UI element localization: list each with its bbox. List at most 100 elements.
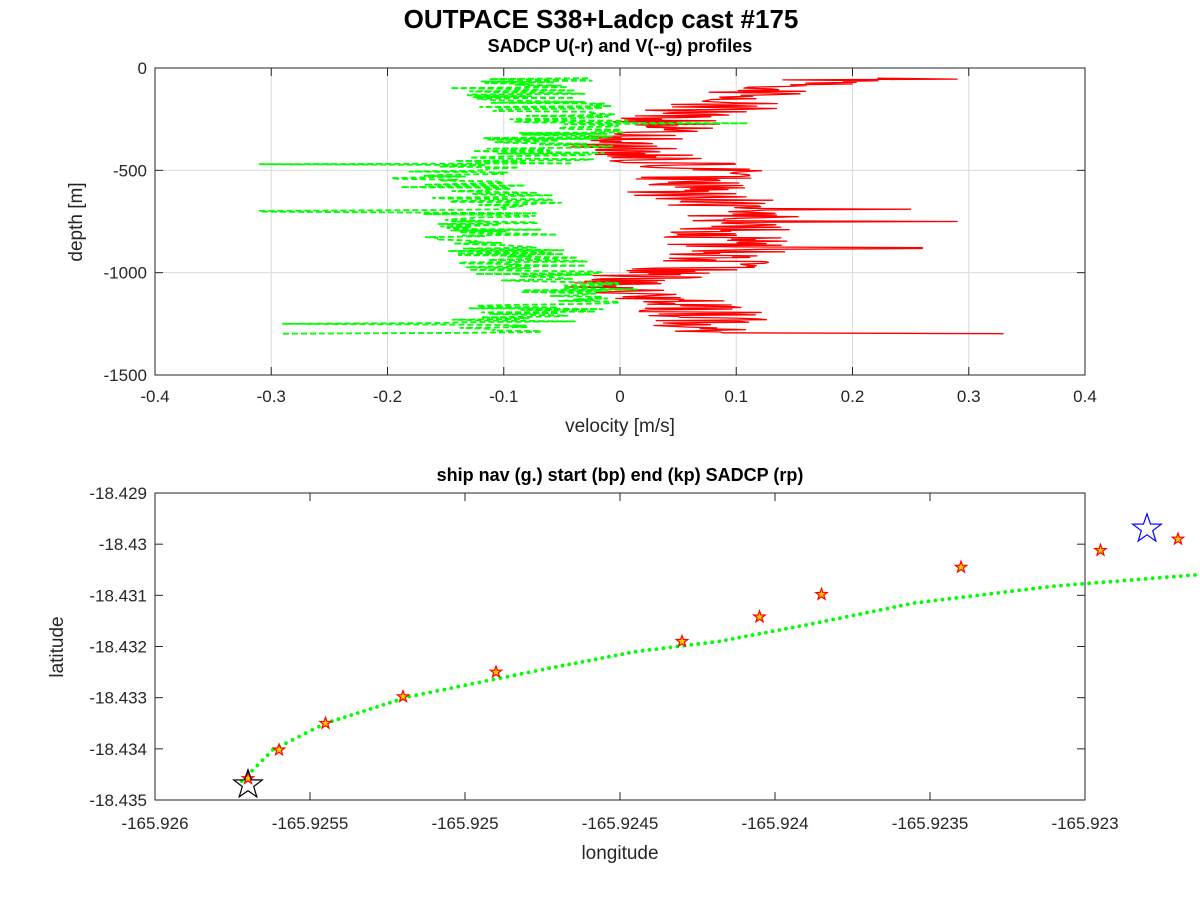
ship-nav-point xyxy=(297,734,301,739)
ship-nav-point xyxy=(1003,590,1008,594)
ship-nav-point xyxy=(342,715,347,719)
ship-nav-point xyxy=(871,609,876,614)
ship-nav-point xyxy=(414,693,419,698)
ship-nav-point xyxy=(381,702,386,707)
profile-x-tick-label: -0.4 xyxy=(140,387,169,406)
ship-nav-point xyxy=(940,597,945,602)
ship-nav-point xyxy=(730,637,735,641)
ship-nav-point xyxy=(1129,578,1134,582)
ship-nav-point xyxy=(689,642,694,647)
ship-nav-point xyxy=(804,623,808,627)
ship-nav-point xyxy=(989,591,994,596)
ship-nav-point xyxy=(463,683,468,688)
profile-y-tick-label: 0 xyxy=(138,59,147,78)
ship-nav-point xyxy=(1115,579,1120,583)
profile-x-tick-label: 0.4 xyxy=(1073,387,1097,406)
ship-nav-point xyxy=(547,666,551,671)
ship-nav-point xyxy=(764,630,768,635)
ship-nav-point xyxy=(865,610,869,615)
ship-nav-point xyxy=(1094,580,1099,585)
ship-nav-point xyxy=(777,628,782,632)
ship-nav-point xyxy=(1038,585,1042,590)
ship-nav-point xyxy=(912,601,917,605)
nav-x-tick-label: -165.9235 xyxy=(892,814,969,833)
nav-x-axis-label: longitude xyxy=(581,843,658,864)
end-star-marker xyxy=(231,767,265,799)
ship-nav-point xyxy=(996,591,1001,595)
ship-nav-point xyxy=(620,652,625,657)
ship-nav-point xyxy=(737,635,742,640)
ship-nav-point xyxy=(355,711,360,715)
ship-nav-point xyxy=(1136,577,1141,582)
ship-nav-point xyxy=(797,624,802,629)
ship-nav-point xyxy=(435,689,440,693)
ship-nav-point xyxy=(947,596,952,601)
profile-series-group xyxy=(258,77,1004,335)
ship-nav-point xyxy=(526,670,531,675)
ship-nav-point xyxy=(824,619,829,623)
nav-y-axis-label: latitude xyxy=(47,616,68,677)
ship-nav-point xyxy=(421,691,426,696)
sadcp-star-marker xyxy=(674,633,690,648)
ship-nav-point xyxy=(1164,575,1169,580)
ship-nav-point xyxy=(428,690,433,695)
ship-nav-point xyxy=(1052,584,1056,588)
ship-nav-point xyxy=(375,705,379,709)
ship-nav-point xyxy=(810,621,815,626)
ship-nav-point xyxy=(613,653,618,658)
ship-nav-point xyxy=(750,633,755,637)
ship-nav-point xyxy=(899,603,903,608)
profile-y-axis-label: depth [m] xyxy=(66,182,87,261)
ship-nav-point xyxy=(1087,581,1092,586)
nav-y-tick-label: -18.43 xyxy=(99,535,147,554)
sadcp-star-marker xyxy=(814,586,829,601)
nav-y-tick-label: -18.431 xyxy=(89,586,147,605)
ship-nav-point xyxy=(703,641,708,645)
ship-nav-point xyxy=(362,709,366,713)
profile-x-tick-label: 0.1 xyxy=(724,387,748,406)
ship-nav-point xyxy=(892,605,897,609)
ship-nav-point xyxy=(1171,574,1176,579)
ship-nav-point xyxy=(505,674,510,679)
ship-nav-point xyxy=(696,642,701,646)
ship-nav-point xyxy=(954,596,959,600)
sadcp-star-marker xyxy=(752,608,767,624)
ship-nav-point xyxy=(1080,582,1085,586)
nav-x-tick-label: -165.926 xyxy=(121,814,188,833)
ship-nav-point xyxy=(975,593,980,598)
ship-nav-point xyxy=(1108,579,1113,584)
sadcp-star-marker xyxy=(1093,542,1108,557)
ship-nav-point xyxy=(533,669,538,673)
nav-ticks: -165.926 -165.9255 -165.925 -165.9245 -165.9… xyxy=(89,484,1118,833)
ship-nav-point xyxy=(484,679,489,683)
ship-nav-point xyxy=(724,638,728,642)
ship-nav-point xyxy=(647,648,652,652)
ship-nav-point xyxy=(640,648,645,653)
ship-nav-point xyxy=(627,651,631,655)
ship-nav-point xyxy=(668,645,673,650)
ship-nav-point xyxy=(982,592,987,597)
figure-title: OUTPACE S38+Ladcp cast #175 xyxy=(404,4,799,34)
ship-nav-point xyxy=(1024,587,1028,592)
profile-x-tick-label: 0.3 xyxy=(957,387,981,406)
ship-nav-point xyxy=(633,649,638,654)
ship-nav-point xyxy=(284,741,288,746)
ship-nav-point xyxy=(968,594,973,599)
ship-nav-point xyxy=(717,639,722,644)
sadcp-star-marker xyxy=(488,664,504,679)
ship-nav-point xyxy=(710,640,715,645)
profile-series-v-line xyxy=(258,77,749,335)
ship-nav-point xyxy=(757,631,762,636)
ship-nav-point xyxy=(394,698,399,703)
ship-nav-point xyxy=(540,667,545,672)
profile-chart: SADCP U(-r) and V(--g) profiles -0.4 -0.3… xyxy=(66,36,1097,437)
nav-plot-area xyxy=(155,493,1085,800)
ship-nav-point xyxy=(265,753,270,757)
ship-nav-point xyxy=(388,700,392,705)
ship-nav-point xyxy=(1186,573,1190,578)
nav-x-tick-label: -165.923 xyxy=(1051,814,1118,833)
ship-nav-point xyxy=(919,600,924,605)
ship-nav-point xyxy=(1010,589,1014,594)
sadcp-star-marker xyxy=(953,559,969,574)
start-star-marker xyxy=(1130,511,1164,543)
